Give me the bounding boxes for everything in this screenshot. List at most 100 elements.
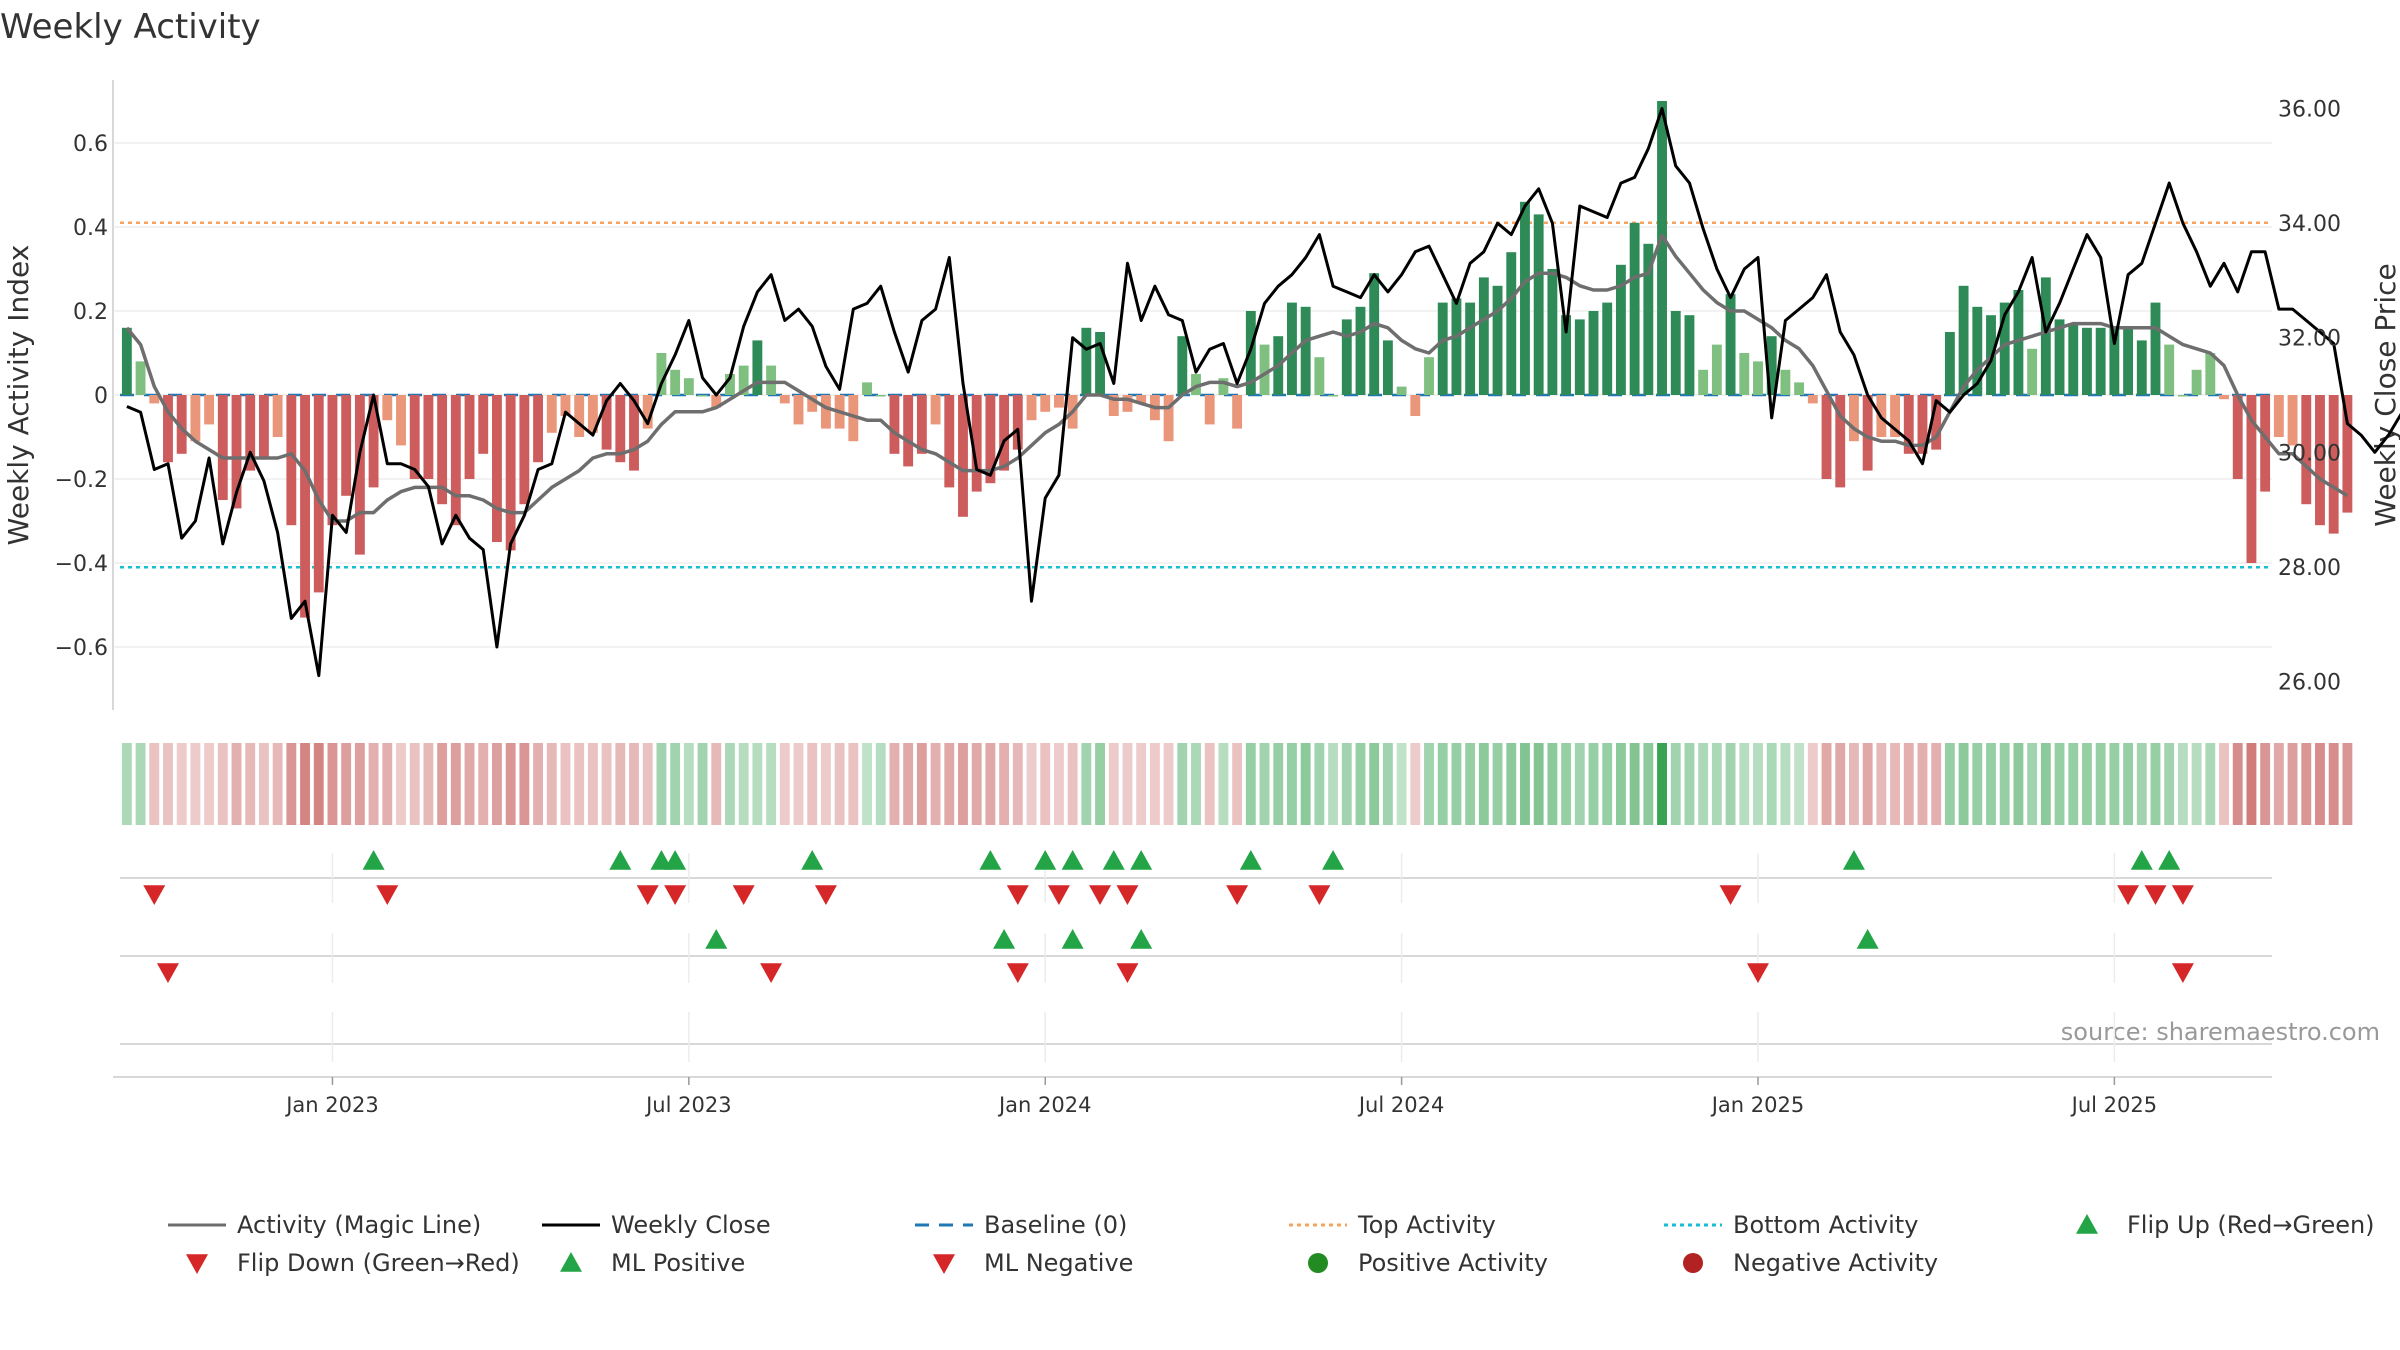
flip-up-marker: [1061, 850, 1084, 870]
activity-bar: [1026, 395, 1037, 421]
strip-cell: [1588, 743, 1599, 825]
strip-cell: [1766, 743, 1777, 825]
y2-axis-label: Weekly Close Price: [2369, 263, 2400, 526]
flip-down-marker: [1089, 885, 1112, 905]
legend: Activity (Magic Line) Weekly Close Baselin…: [168, 1211, 2375, 1277]
legend-item: Top Activity: [1289, 1211, 1496, 1239]
y-tick-label: −0.6: [55, 636, 108, 661]
strip-cell: [2150, 743, 2161, 825]
strip-cell: [1835, 743, 1846, 825]
activity-bar: [1890, 395, 1900, 437]
x-axis: Jan 2023 Jul 2023 Jan 2024 Jul 2024 Jan 2025…: [113, 1076, 2272, 1117]
flip-down-marker: [814, 885, 837, 905]
flip-up-marker: [979, 850, 1002, 870]
strip-cell: [1821, 743, 1832, 825]
strip-cell: [423, 743, 434, 825]
strip-cell: [862, 743, 872, 825]
activity-bar: [1574, 319, 1585, 395]
x-tick-label: Jan 2025: [1710, 1093, 1805, 1117]
strip-cell: [683, 743, 694, 825]
strip-cell: [1108, 743, 1119, 825]
activity-bar: [1657, 101, 1667, 395]
activity-bar: [2219, 395, 2229, 400]
strip-cell: [711, 743, 722, 825]
activity-bar: [1698, 369, 1709, 395]
strip-cell: [2301, 743, 2312, 825]
activity-bar: [1944, 332, 1955, 395]
legend-label: ML Negative: [984, 1249, 1133, 1277]
strip-cell: [1794, 743, 1805, 825]
activity-bar: [587, 395, 598, 433]
strip-cell: [766, 743, 777, 825]
activity-bar: [1300, 306, 1311, 395]
strip-cell: [889, 743, 900, 825]
series-lines: [125, 107, 2400, 678]
activity-bar: [1533, 214, 1544, 395]
activity-bar: [135, 361, 146, 395]
x-tick-label: Jul 2024: [1357, 1093, 1444, 1117]
strip-cell: [1533, 743, 1544, 825]
activity-bar: [615, 395, 626, 463]
strip-cell: [1341, 743, 1352, 825]
strip-cell: [1684, 743, 1695, 825]
activity-bar: [1451, 298, 1462, 395]
activity-bar: [1903, 395, 1914, 454]
activity-bar: [1136, 395, 1147, 404]
activity-bar: [464, 395, 475, 479]
activity-bar: [875, 395, 886, 397]
strip-cell: [2191, 743, 2202, 825]
strip-cell: [1506, 743, 1517, 825]
ml-positive-marker: [1856, 929, 1879, 949]
activity-bar: [245, 395, 256, 471]
strip-cell: [1739, 743, 1750, 825]
legend-label: Bottom Activity: [1733, 1211, 1918, 1239]
strip-cell: [1903, 743, 1914, 825]
activity-bar: [574, 395, 585, 437]
strip-cell: [2287, 743, 2298, 825]
activity-bar: [1382, 340, 1393, 395]
legend-swatch-dot: [1308, 1253, 1328, 1273]
strip-cell: [2109, 743, 2120, 825]
legend-item: Negative Activity: [1683, 1249, 1938, 1277]
strip-cell: [1273, 743, 1284, 825]
activity-bar: [1821, 395, 1832, 479]
strip-cell: [1314, 743, 1325, 825]
strip-cell: [1876, 743, 1887, 825]
ml-negative-marker: [1116, 963, 1139, 983]
activity-bar: [396, 395, 406, 446]
strip-cell: [1972, 743, 1983, 825]
activity-bar: [478, 395, 489, 454]
strip-cell: [642, 743, 653, 825]
activity-bar: [1794, 382, 1805, 395]
strip-cell: [875, 743, 886, 825]
strip-cell: [930, 743, 941, 825]
activity-bar: [313, 395, 324, 593]
strip-cell: [2315, 743, 2325, 825]
flip-down-marker: [664, 885, 687, 905]
activity-bar: [1520, 201, 1530, 395]
activity-bar: [149, 395, 160, 404]
activity-bar: [1369, 273, 1380, 395]
legend-item: Flip Down (Green→Red): [186, 1249, 520, 1277]
strip-cell: [1040, 743, 1051, 825]
activity-bar: [341, 395, 352, 496]
activity-bar: [272, 395, 283, 437]
source-label: source: sharemaestro.com: [2061, 1018, 2380, 1046]
strip-cell: [903, 743, 914, 825]
y2-tick-label: 28.00: [2278, 556, 2341, 581]
strip-cell: [1369, 743, 1380, 825]
activity-bar: [916, 395, 927, 454]
strip-cell: [1944, 743, 1955, 825]
strip-cell: [1561, 743, 1572, 825]
y-tick-label: 0.4: [73, 216, 108, 241]
flip-down-marker: [636, 885, 659, 905]
x-tick-label: Jan 2024: [997, 1093, 1092, 1117]
strip-cell: [1520, 743, 1530, 825]
activity-bar: [354, 395, 365, 555]
activity-bar: [1670, 311, 1681, 395]
strip-cell: [354, 743, 365, 825]
legend-label: Flip Up (Red→Green): [2127, 1211, 2375, 1239]
strip-cell: [533, 743, 543, 825]
y-tick-label: −0.4: [55, 552, 108, 577]
activity-bar: [1684, 315, 1695, 395]
